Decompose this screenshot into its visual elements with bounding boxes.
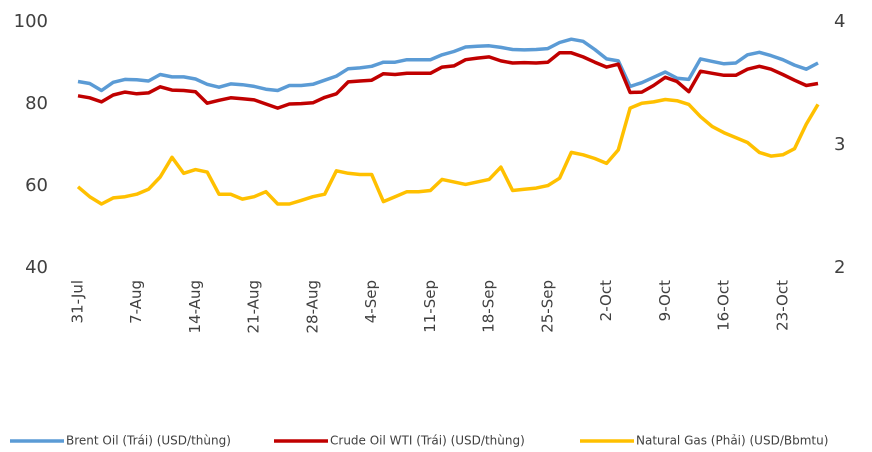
x-tick-label: 2-Oct <box>597 280 615 321</box>
x-tick-label: 25-Sep <box>538 280 556 333</box>
y2-tick-label: 3 <box>834 134 845 155</box>
x-tick-label: 9-Oct <box>656 280 674 321</box>
x-tick-label: 16-Oct <box>715 280 733 331</box>
x-tick-label: 11-Sep <box>421 280 439 333</box>
x-tick-label: 21-Aug <box>245 280 263 333</box>
y-tick-label: 60 <box>25 175 48 196</box>
x-tick-label: 18-Sep <box>480 280 498 333</box>
series-line <box>77 37 819 93</box>
y2-tick-label: 2 <box>834 257 845 278</box>
legend-label: Brent Oil (Trái) (USD/thùng) <box>66 434 231 448</box>
y-tick-label: 100 <box>14 11 48 32</box>
series-line <box>76 97 820 206</box>
y-tick-label: 40 <box>25 257 48 278</box>
x-tick-label: 28-Aug <box>303 280 321 333</box>
y-tick-label: 80 <box>25 93 48 114</box>
x-tick-label: 14-Aug <box>186 280 204 333</box>
legend-label: Crude Oil WTI (Trái) (USD/thùng) <box>330 434 525 448</box>
x-tick-label: 23-Oct <box>773 280 791 331</box>
x-tick-label: 31-Jul <box>69 280 87 323</box>
x-tick-label: 4-Sep <box>362 280 380 323</box>
series-line <box>77 51 819 110</box>
y2-tick-label: 4 <box>834 11 845 32</box>
x-tick-label: 7-Aug <box>127 280 145 324</box>
legend-label: Natural Gas (Phải) (USD/Bbmtu) <box>636 434 828 448</box>
